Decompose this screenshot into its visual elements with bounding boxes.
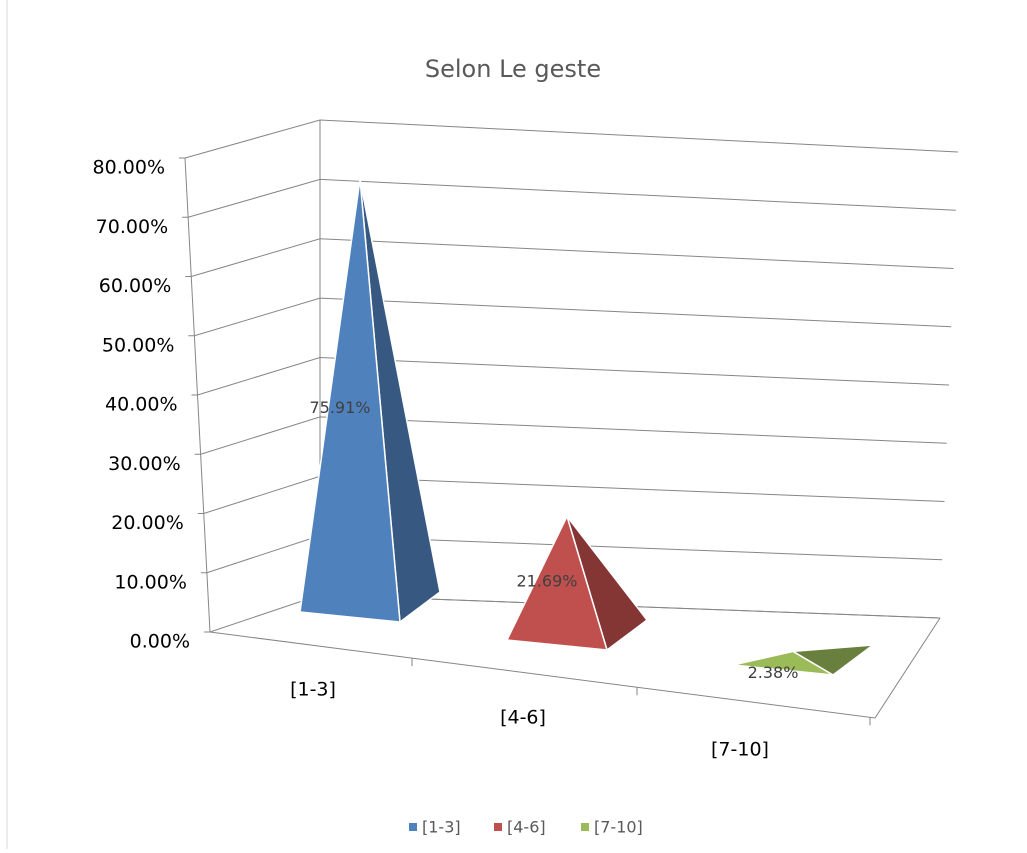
pyramid-front bbox=[505, 514, 609, 651]
legend-label: [1-3] bbox=[422, 818, 461, 837]
data-label: 2.38% bbox=[748, 663, 799, 682]
x-tick-label: [1-3] bbox=[290, 679, 336, 701]
grid-line bbox=[197, 356, 950, 396]
y-tick-label: 70.00% bbox=[96, 216, 168, 238]
x-tick-label: [7-10] bbox=[711, 739, 769, 761]
grid-line bbox=[187, 178, 956, 218]
legend-swatch bbox=[494, 823, 502, 831]
legend-label: [7-10] bbox=[594, 818, 643, 837]
y-tick-label: 10.00% bbox=[114, 571, 186, 593]
data-label: 21.69% bbox=[516, 571, 577, 590]
grid-line bbox=[191, 238, 954, 277]
y-tick-label: 20.00% bbox=[111, 512, 183, 534]
chart-title: Selon Le geste bbox=[425, 55, 601, 83]
legend-swatch bbox=[581, 823, 589, 831]
y-tick-label: 50.00% bbox=[102, 334, 174, 356]
legend-swatch bbox=[409, 823, 417, 831]
y-tick-label: 40.00% bbox=[105, 394, 177, 416]
grid-line bbox=[200, 416, 947, 455]
grid-line bbox=[194, 297, 952, 337]
y-tick-label: 30.00% bbox=[108, 453, 180, 475]
y-tick-label: 0.00% bbox=[130, 631, 190, 653]
y-tick-label: 60.00% bbox=[99, 275, 171, 297]
floor-edge bbox=[209, 617, 941, 719]
data-label: 75.91% bbox=[309, 398, 370, 417]
legend-label: [4-6] bbox=[507, 818, 546, 837]
grid-line bbox=[184, 119, 959, 159]
x-tick-label: [4-6] bbox=[500, 707, 546, 729]
y-tick-label: 80.00% bbox=[93, 157, 165, 179]
pyramid-front bbox=[299, 179, 401, 623]
pyramid-front bbox=[732, 650, 834, 676]
